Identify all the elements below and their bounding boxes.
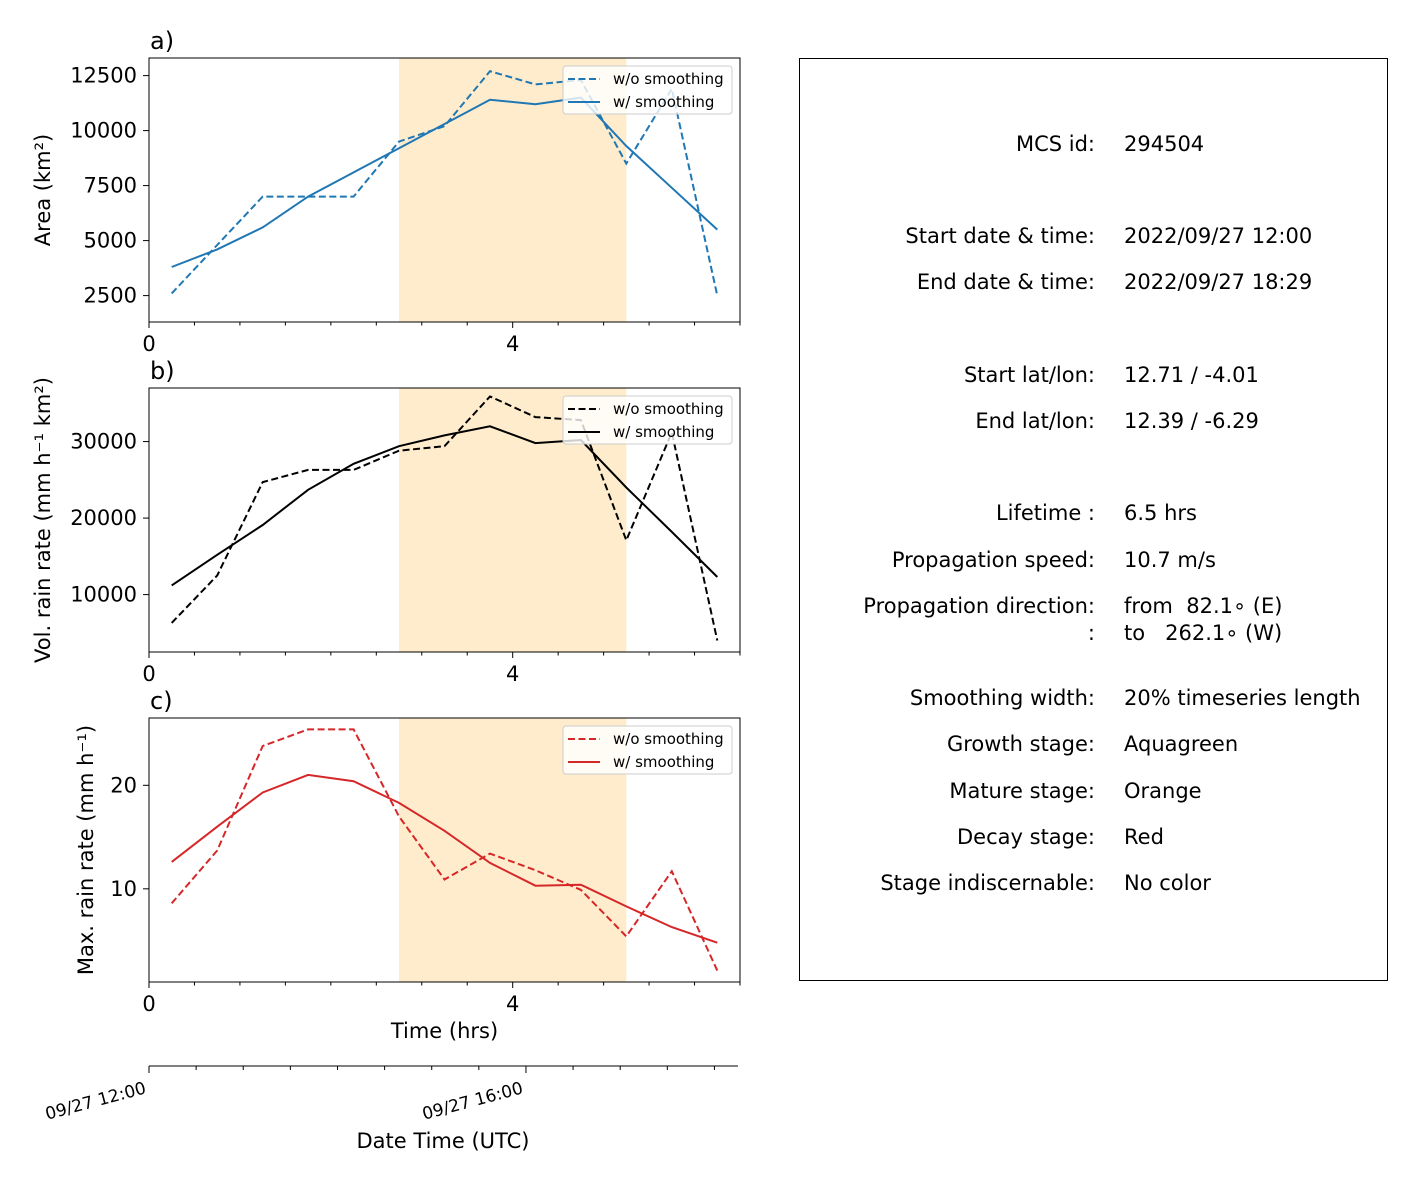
- chart-panel-1: 2500 5000 7500 10000 12500 0 4 a) Area (km²) w/o …: [31, 27, 741, 356]
- info-row: End lat/lon: 12.39 / -6.29: [800, 406, 1389, 436]
- info-label: Decay stage:: [957, 825, 1095, 849]
- legend-box: [562, 725, 733, 775]
- axes-frame: [148, 387, 741, 653]
- y-tick-label: 7500: [84, 174, 137, 198]
- info-label: Smoothing width:: [909, 686, 1095, 710]
- chart-panel-3: 10 20 0 4 c) Max. rain rate (mm h⁻¹) Time (hrs…: [74, 687, 741, 1043]
- y-tick-label: 2500: [84, 284, 137, 308]
- y-tick-label: 12500: [70, 64, 137, 88]
- info-row: Start date & time: 2022/09/27 12:00: [800, 221, 1389, 251]
- legend-label: w/ smoothing: [613, 423, 714, 441]
- x-tick-label: 0: [142, 992, 155, 1016]
- info-label: :: [1087, 621, 1095, 645]
- info-value: No color: [1124, 871, 1211, 895]
- info-label: Stage indiscernable:: [880, 871, 1095, 895]
- panel-label: c): [150, 687, 173, 715]
- series-line-raw: [170, 395, 719, 641]
- legend-box: [562, 65, 733, 115]
- legend-box: [562, 395, 733, 445]
- series-line-smoothed: [171, 773, 718, 944]
- y-tick-label: 10000: [70, 119, 137, 143]
- legend-label: w/ smoothing: [613, 753, 714, 771]
- y-axis-label: Vol. rain rate (mm h⁻¹ km²): [31, 377, 55, 663]
- info-value: 2022/09/27 12:00: [1124, 224, 1313, 248]
- info-row: Growth stage: Aquagreen: [800, 729, 1389, 759]
- datetime-axis: 09/27 12:00 09/27 16:00 Date Time (UTC): [43, 1065, 738, 1153]
- legend-label: w/o smoothing: [613, 730, 724, 748]
- legend: w/o smoothing w/ smoothing: [562, 65, 733, 115]
- info-value: to 262.1∘ (W): [1124, 621, 1283, 645]
- info-row: Smoothing width: 20% timeseries length: [800, 683, 1389, 713]
- info-row: Decay stage: Red: [800, 822, 1389, 852]
- info-label: Propagation speed:: [891, 548, 1095, 572]
- x-tick-label: 0: [142, 332, 155, 356]
- info-label: Growth stage:: [946, 732, 1095, 756]
- mcs-info-panel: MCS id: 294504 Start date & time: 2022/09/2…: [799, 58, 1388, 981]
- legend: w/o smoothing w/ smoothing: [562, 395, 733, 445]
- axes-frame: [148, 57, 741, 323]
- y-tick-label: 20000: [70, 506, 137, 530]
- info-row: Stage indiscernable: No color: [800, 868, 1389, 898]
- info-label: Start lat/lon:: [963, 363, 1095, 387]
- info-label: Lifetime :: [995, 501, 1095, 525]
- series-line-smoothed: [171, 96, 718, 268]
- x-tick-label: 0: [142, 662, 155, 686]
- info-row: MCS id: 294504: [800, 129, 1389, 159]
- info-row: Start lat/lon: 12.71 / -4.01: [800, 360, 1389, 390]
- info-value: 12.39 / -6.29: [1124, 409, 1259, 433]
- info-row: Propagation speed: 10.7 m/s: [800, 545, 1389, 575]
- y-axis-label: Area (km²): [31, 134, 55, 246]
- x-axis-label: Time (hrs): [390, 1019, 498, 1043]
- info-value: 10.7 m/s: [1124, 548, 1216, 572]
- legend: w/o smoothing w/ smoothing: [562, 725, 733, 775]
- datetime-axis-label: Date Time (UTC): [357, 1129, 530, 1153]
- datetime-tick-label: 09/27 12:00: [43, 1079, 148, 1125]
- info-value: 12.71 / -4.01: [1124, 363, 1259, 387]
- info-label: Mature stage:: [949, 779, 1095, 803]
- legend-label: w/o smoothing: [613, 70, 724, 88]
- x-tick-label: 4: [506, 992, 519, 1016]
- info-value: Red: [1124, 825, 1164, 849]
- info-value: from 82.1∘ (E): [1124, 594, 1283, 618]
- info-value: Orange: [1124, 779, 1202, 803]
- y-tick-label: 20: [110, 773, 137, 797]
- info-value: 6.5 hrs: [1124, 501, 1197, 525]
- y-tick-label: 5000: [84, 229, 137, 253]
- info-label: End lat/lon:: [975, 409, 1095, 433]
- info-value: 20% timeseries length: [1124, 686, 1361, 710]
- legend-label: w/ smoothing: [613, 93, 714, 111]
- y-axis-label: Max. rain rate (mm h⁻¹): [74, 725, 98, 975]
- info-label: MCS id:: [1015, 132, 1095, 156]
- y-tick-label: 30000: [70, 430, 137, 454]
- series-line-smoothed: [171, 425, 719, 587]
- y-tick-label: 10000: [70, 583, 137, 607]
- chart-panel-2: 10000 20000 30000 0 4 b) Vol. rain rate (mm h⁻…: [31, 357, 741, 686]
- info-row: End date & time: 2022/09/27 18:29: [800, 267, 1389, 297]
- info-value: 294504: [1124, 132, 1205, 156]
- axes-frame: [148, 717, 741, 983]
- info-row: : to 262.1∘ (W): [800, 618, 1389, 648]
- series-line-raw: [170, 70, 719, 296]
- info-row: Mature stage: Orange: [800, 776, 1389, 806]
- panel-label: b): [150, 357, 175, 385]
- series-line-raw: [170, 728, 719, 972]
- y-tick-label: 10: [110, 877, 137, 901]
- panel-label: a): [150, 27, 174, 55]
- info-label: End date & time:: [916, 270, 1095, 294]
- info-label: Start date & time:: [905, 224, 1095, 248]
- info-value: 2022/09/27 18:29: [1124, 270, 1313, 294]
- x-tick-label: 4: [506, 662, 519, 686]
- legend-label: w/o smoothing: [613, 400, 724, 418]
- info-row: Lifetime : 6.5 hrs: [800, 498, 1389, 528]
- info-label: Propagation direction:: [863, 594, 1095, 618]
- info-value: Aquagreen: [1124, 732, 1239, 756]
- x-tick-label: 4: [506, 332, 519, 356]
- datetime-tick-label: 09/27 16:00: [420, 1079, 525, 1125]
- info-row: Propagation direction: from 82.1∘ (E): [800, 591, 1389, 621]
